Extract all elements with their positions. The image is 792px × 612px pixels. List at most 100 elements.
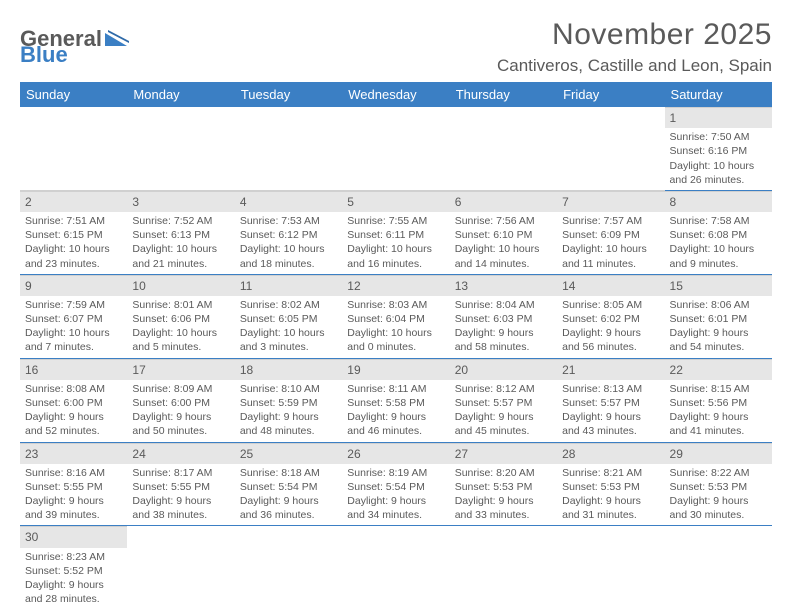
calendar-cell: 2Sunrise: 7:51 AMSunset: 6:15 PMDaylight… bbox=[20, 190, 127, 274]
calendar-cell bbox=[342, 526, 449, 609]
sunset-line: Sunset: 6:02 PM bbox=[562, 312, 659, 326]
sunset-line: Sunset: 6:16 PM bbox=[670, 144, 767, 158]
sunrise-line: Sunrise: 7:53 AM bbox=[240, 214, 337, 228]
day-number: 29 bbox=[665, 443, 772, 464]
day-header: Friday bbox=[557, 82, 664, 107]
sunrise-line: Sunrise: 8:19 AM bbox=[347, 466, 444, 480]
sunset-line: Sunset: 6:00 PM bbox=[25, 396, 122, 410]
sunset-line: Sunset: 5:52 PM bbox=[25, 564, 122, 578]
daylight-line: Daylight: 10 hours and 7 minutes. bbox=[25, 326, 122, 354]
daylight-line: Daylight: 10 hours and 11 minutes. bbox=[562, 242, 659, 270]
day-details: Sunrise: 8:05 AMSunset: 6:02 PMDaylight:… bbox=[557, 296, 664, 358]
sunset-line: Sunset: 5:53 PM bbox=[670, 480, 767, 494]
day-number: 4 bbox=[235, 191, 342, 212]
day-details: Sunrise: 7:51 AMSunset: 6:15 PMDaylight:… bbox=[20, 212, 127, 274]
sunrise-line: Sunrise: 7:55 AM bbox=[347, 214, 444, 228]
calendar-cell bbox=[127, 107, 234, 190]
calendar-cell: 23Sunrise: 8:16 AMSunset: 5:55 PMDayligh… bbox=[20, 442, 127, 526]
sunset-line: Sunset: 6:11 PM bbox=[347, 228, 444, 242]
day-details: Sunrise: 8:02 AMSunset: 6:05 PMDaylight:… bbox=[235, 296, 342, 358]
daylight-line: Daylight: 10 hours and 16 minutes. bbox=[347, 242, 444, 270]
sunrise-line: Sunrise: 8:01 AM bbox=[132, 298, 229, 312]
day-number: 14 bbox=[557, 275, 664, 296]
sunrise-line: Sunrise: 8:06 AM bbox=[670, 298, 767, 312]
calendar-row: 2Sunrise: 7:51 AMSunset: 6:15 PMDaylight… bbox=[20, 190, 772, 274]
day-details: Sunrise: 8:17 AMSunset: 5:55 PMDaylight:… bbox=[127, 464, 234, 526]
sunset-line: Sunset: 5:55 PM bbox=[25, 480, 122, 494]
daylight-line: Daylight: 9 hours and 33 minutes. bbox=[455, 494, 552, 522]
day-number: 21 bbox=[557, 359, 664, 380]
calendar-cell: 27Sunrise: 8:20 AMSunset: 5:53 PMDayligh… bbox=[450, 442, 557, 526]
calendar-row: 1Sunrise: 7:50 AMSunset: 6:16 PMDaylight… bbox=[20, 107, 772, 190]
day-details: Sunrise: 8:16 AMSunset: 5:55 PMDaylight:… bbox=[20, 464, 127, 526]
sunset-line: Sunset: 5:58 PM bbox=[347, 396, 444, 410]
calendar-cell bbox=[235, 107, 342, 190]
daylight-line: Daylight: 9 hours and 36 minutes. bbox=[240, 494, 337, 522]
sunrise-line: Sunrise: 8:13 AM bbox=[562, 382, 659, 396]
sunset-line: Sunset: 5:56 PM bbox=[670, 396, 767, 410]
daylight-line: Daylight: 9 hours and 31 minutes. bbox=[562, 494, 659, 522]
day-details: Sunrise: 8:23 AMSunset: 5:52 PMDaylight:… bbox=[20, 548, 127, 610]
logo-flag-icon bbox=[105, 30, 131, 46]
calendar-cell bbox=[557, 526, 664, 609]
page-header: General November 2025 Cantiveros, Castil… bbox=[20, 18, 772, 76]
day-number: 22 bbox=[665, 359, 772, 380]
daylight-line: Daylight: 9 hours and 56 minutes. bbox=[562, 326, 659, 354]
daylight-line: Daylight: 10 hours and 14 minutes. bbox=[455, 242, 552, 270]
calendar-cell: 20Sunrise: 8:12 AMSunset: 5:57 PMDayligh… bbox=[450, 358, 557, 442]
calendar-cell: 28Sunrise: 8:21 AMSunset: 5:53 PMDayligh… bbox=[557, 442, 664, 526]
calendar-row: 9Sunrise: 7:59 AMSunset: 6:07 PMDaylight… bbox=[20, 274, 772, 358]
day-details: Sunrise: 8:18 AMSunset: 5:54 PMDaylight:… bbox=[235, 464, 342, 526]
calendar-cell bbox=[20, 107, 127, 190]
day-details: Sunrise: 8:20 AMSunset: 5:53 PMDaylight:… bbox=[450, 464, 557, 526]
calendar-cell: 30Sunrise: 8:23 AMSunset: 5:52 PMDayligh… bbox=[20, 526, 127, 609]
day-number: 23 bbox=[20, 443, 127, 464]
day-details: Sunrise: 8:03 AMSunset: 6:04 PMDaylight:… bbox=[342, 296, 449, 358]
day-details: Sunrise: 8:12 AMSunset: 5:57 PMDaylight:… bbox=[450, 380, 557, 442]
daylight-line: Daylight: 9 hours and 58 minutes. bbox=[455, 326, 552, 354]
daylight-line: Daylight: 9 hours and 54 minutes. bbox=[670, 326, 767, 354]
calendar-cell bbox=[450, 526, 557, 609]
daylight-line: Daylight: 9 hours and 45 minutes. bbox=[455, 410, 552, 438]
day-header: Wednesday bbox=[342, 82, 449, 107]
day-details: Sunrise: 8:10 AMSunset: 5:59 PMDaylight:… bbox=[235, 380, 342, 442]
day-number: 2 bbox=[20, 191, 127, 212]
calendar-row: 23Sunrise: 8:16 AMSunset: 5:55 PMDayligh… bbox=[20, 442, 772, 526]
day-details: Sunrise: 8:04 AMSunset: 6:03 PMDaylight:… bbox=[450, 296, 557, 358]
day-number: 9 bbox=[20, 275, 127, 296]
day-details: Sunrise: 7:52 AMSunset: 6:13 PMDaylight:… bbox=[127, 212, 234, 274]
sunrise-line: Sunrise: 8:10 AM bbox=[240, 382, 337, 396]
day-number: 19 bbox=[342, 359, 449, 380]
sunrise-line: Sunrise: 7:56 AM bbox=[455, 214, 552, 228]
calendar-cell: 15Sunrise: 8:06 AMSunset: 6:01 PMDayligh… bbox=[665, 274, 772, 358]
sunrise-line: Sunrise: 8:17 AM bbox=[132, 466, 229, 480]
day-details: Sunrise: 8:06 AMSunset: 6:01 PMDaylight:… bbox=[665, 296, 772, 358]
daylight-line: Daylight: 9 hours and 50 minutes. bbox=[132, 410, 229, 438]
page-title: November 2025 bbox=[497, 18, 772, 52]
sunset-line: Sunset: 5:59 PM bbox=[240, 396, 337, 410]
day-number: 12 bbox=[342, 275, 449, 296]
day-details: Sunrise: 8:01 AMSunset: 6:06 PMDaylight:… bbox=[127, 296, 234, 358]
daylight-line: Daylight: 10 hours and 9 minutes. bbox=[670, 242, 767, 270]
sunrise-line: Sunrise: 8:18 AM bbox=[240, 466, 337, 480]
sunset-line: Sunset: 5:53 PM bbox=[455, 480, 552, 494]
sunrise-line: Sunrise: 7:51 AM bbox=[25, 214, 122, 228]
calendar-cell: 24Sunrise: 8:17 AMSunset: 5:55 PMDayligh… bbox=[127, 442, 234, 526]
daylight-line: Daylight: 10 hours and 0 minutes. bbox=[347, 326, 444, 354]
day-number: 10 bbox=[127, 275, 234, 296]
calendar-cell: 1Sunrise: 7:50 AMSunset: 6:16 PMDaylight… bbox=[665, 107, 772, 190]
sunrise-line: Sunrise: 8:05 AM bbox=[562, 298, 659, 312]
sunrise-line: Sunrise: 8:15 AM bbox=[670, 382, 767, 396]
daylight-line: Daylight: 10 hours and 23 minutes. bbox=[25, 242, 122, 270]
calendar-cell: 4Sunrise: 7:53 AMSunset: 6:12 PMDaylight… bbox=[235, 190, 342, 274]
day-details: Sunrise: 8:09 AMSunset: 6:00 PMDaylight:… bbox=[127, 380, 234, 442]
day-number: 15 bbox=[665, 275, 772, 296]
day-details: Sunrise: 7:58 AMSunset: 6:08 PMDaylight:… bbox=[665, 212, 772, 274]
sunrise-line: Sunrise: 8:21 AM bbox=[562, 466, 659, 480]
day-details: Sunrise: 7:57 AMSunset: 6:09 PMDaylight:… bbox=[557, 212, 664, 274]
day-number: 6 bbox=[450, 191, 557, 212]
sunrise-line: Sunrise: 8:09 AM bbox=[132, 382, 229, 396]
day-number: 7 bbox=[557, 191, 664, 212]
day-details: Sunrise: 8:15 AMSunset: 5:56 PMDaylight:… bbox=[665, 380, 772, 442]
daylight-line: Daylight: 9 hours and 41 minutes. bbox=[670, 410, 767, 438]
